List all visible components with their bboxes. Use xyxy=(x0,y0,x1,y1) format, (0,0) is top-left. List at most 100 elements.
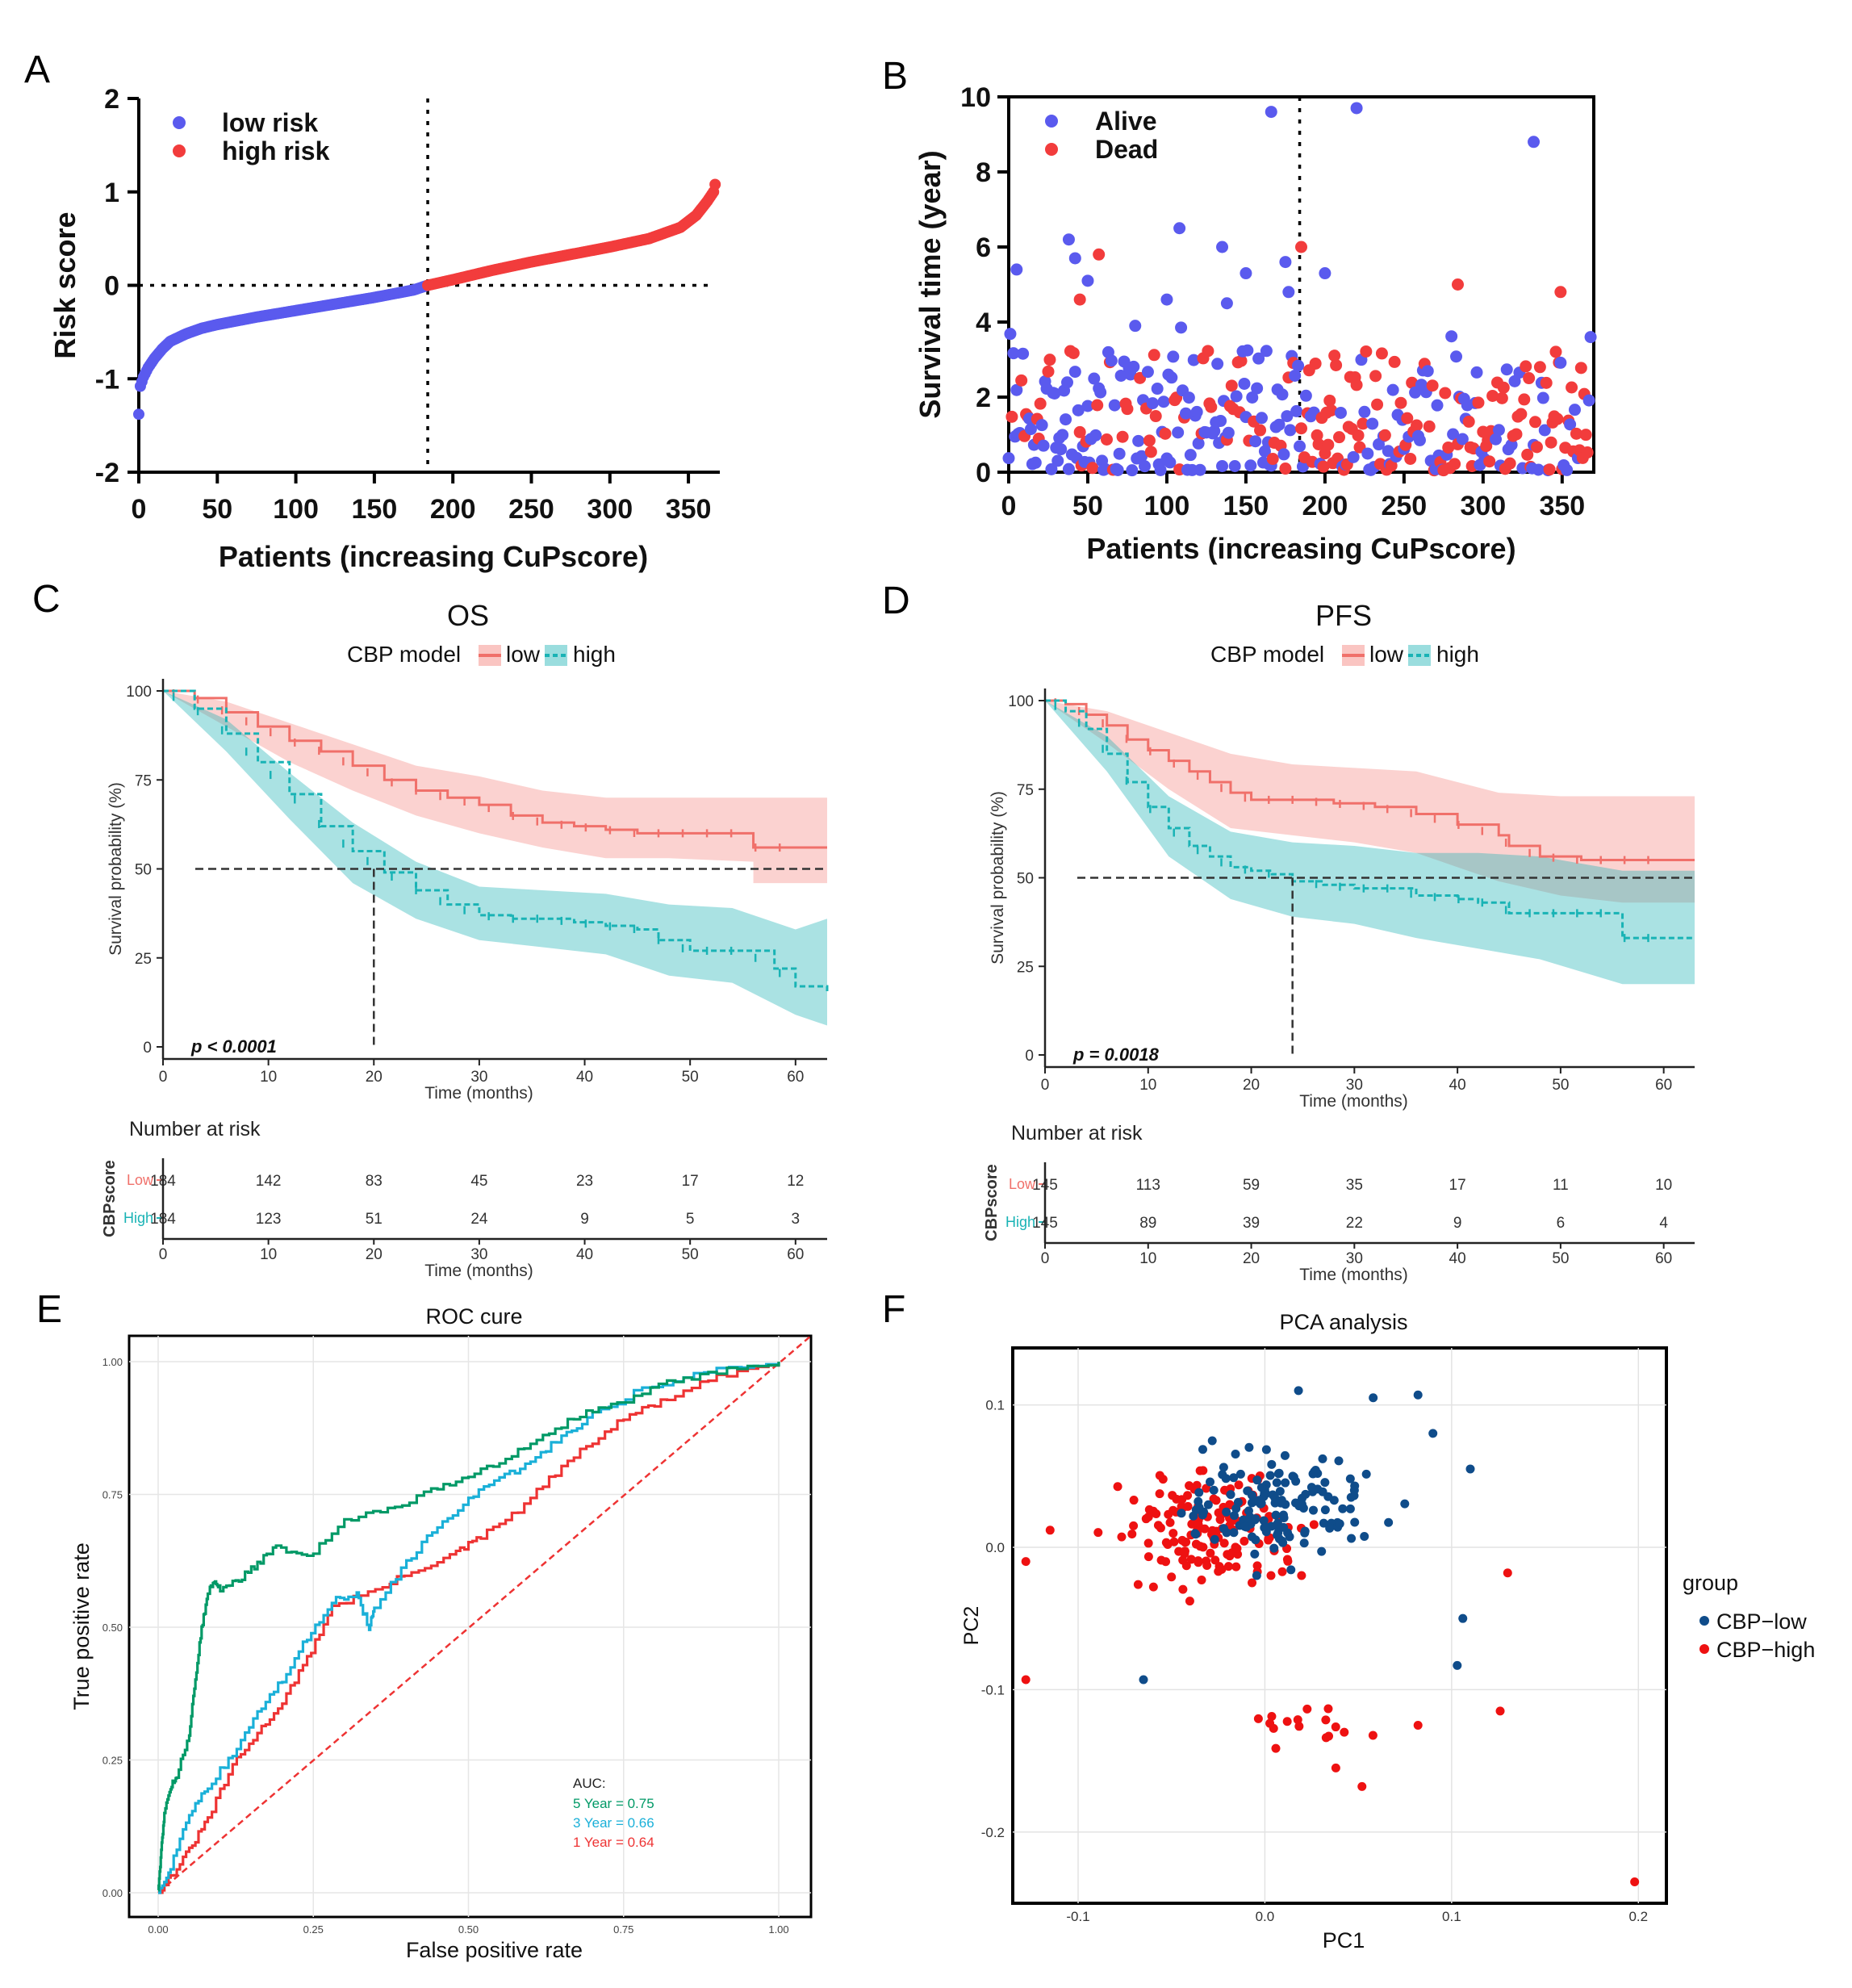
f-point xyxy=(1329,1496,1339,1505)
b-point xyxy=(1111,463,1124,476)
f-point xyxy=(1458,1613,1468,1623)
f-point xyxy=(1340,1727,1349,1737)
f-point xyxy=(1271,1743,1281,1753)
b-point xyxy=(1442,441,1455,454)
b-point xyxy=(1154,463,1167,476)
b-point xyxy=(1068,252,1081,265)
b-point xyxy=(1148,349,1160,362)
d-risk-count: 10 xyxy=(1655,1177,1672,1194)
d-ytick-label: 75 xyxy=(1017,782,1034,799)
b-point xyxy=(1190,405,1203,418)
b-point xyxy=(1451,278,1464,291)
c-legend-high-label: high xyxy=(573,642,616,667)
d-xtick-label: 0 xyxy=(1041,1077,1050,1094)
f-point xyxy=(1331,1722,1340,1732)
d-risk-count: 11 xyxy=(1553,1177,1569,1194)
b-point xyxy=(1017,347,1030,360)
d-km-line-low xyxy=(1045,699,1695,862)
b-point xyxy=(1251,382,1264,395)
f-point xyxy=(1321,1715,1331,1725)
b-point xyxy=(1505,438,1518,451)
d-legend-low-label: low xyxy=(1369,642,1404,667)
f-point xyxy=(1368,1731,1378,1740)
a-legend-high-label: high risk xyxy=(222,136,330,165)
c-risk-count: 142 xyxy=(256,1173,282,1190)
c-risk-row-label: Low xyxy=(127,1172,154,1188)
b-point xyxy=(1105,354,1118,367)
b-point xyxy=(1574,362,1587,375)
c-ytick-label: 100 xyxy=(126,684,152,701)
b-point xyxy=(1051,454,1064,467)
c-risk-count: 51 xyxy=(366,1211,383,1228)
f-point xyxy=(1286,1565,1296,1575)
d-risk-count: 89 xyxy=(1139,1215,1156,1232)
b-point xyxy=(1179,407,1192,420)
b-point xyxy=(1581,446,1594,459)
d-km-line-high xyxy=(1045,699,1695,940)
f-point xyxy=(1280,1450,1290,1460)
f-point xyxy=(1277,1496,1286,1505)
f-point xyxy=(1226,1490,1235,1500)
f-point xyxy=(1299,1538,1309,1548)
f-point xyxy=(1453,1660,1462,1670)
f-point xyxy=(1349,1491,1359,1500)
e-title: ROC cure xyxy=(425,1304,522,1329)
c-risk-count: 3 xyxy=(792,1211,801,1228)
b-point xyxy=(1164,456,1177,469)
a-xtick-label: 250 xyxy=(508,494,554,525)
f-ytick-label: 0.0 xyxy=(985,1540,1005,1555)
b-point xyxy=(1333,431,1346,444)
b-point xyxy=(1554,356,1567,369)
a-xtick-label: 350 xyxy=(666,494,712,525)
c-pvalue: p < 0.0001 xyxy=(190,1036,277,1057)
b-xtick-label: 350 xyxy=(1539,491,1585,521)
f-point xyxy=(1308,1469,1318,1479)
d-xtick-label: 10 xyxy=(1139,1077,1156,1094)
f-point xyxy=(1262,1522,1272,1532)
d-ytick-label: 100 xyxy=(1008,693,1034,710)
f-point xyxy=(1129,1496,1139,1505)
b-xtick-label: 300 xyxy=(1460,491,1506,521)
f-point xyxy=(1168,1529,1178,1538)
f-point xyxy=(1273,1518,1282,1528)
d-risk-xtick-label: 40 xyxy=(1449,1250,1466,1267)
b-point xyxy=(1490,433,1503,446)
f-point xyxy=(1244,1506,1253,1516)
f-point xyxy=(1148,1582,1158,1592)
f-point xyxy=(1252,1561,1262,1571)
b-point xyxy=(1173,222,1186,235)
b-point xyxy=(1295,422,1307,435)
a-x-axis-label: Patients (increasing CuPscore) xyxy=(219,540,648,573)
e-ytick-label: 1.00 xyxy=(102,1356,123,1368)
f-point xyxy=(1319,1518,1328,1528)
b-point xyxy=(1029,456,1042,469)
b-point xyxy=(1328,349,1341,362)
b-point xyxy=(1088,372,1101,385)
b-point xyxy=(1113,447,1126,460)
a-y-axis-label: Risk score xyxy=(48,211,82,358)
f-point xyxy=(1282,1555,1292,1564)
c-xtick-label: 60 xyxy=(787,1069,804,1086)
f-point xyxy=(1234,1480,1244,1490)
f-point xyxy=(1300,1526,1310,1536)
e-auc-title: AUC: xyxy=(573,1776,606,1791)
b-point xyxy=(1081,400,1094,412)
f-legend-high-label: CBP−high xyxy=(1716,1638,1815,1662)
f-point xyxy=(1248,1578,1257,1588)
f-point xyxy=(1210,1534,1219,1544)
f-point xyxy=(1345,1504,1355,1513)
b-point xyxy=(1005,410,1018,423)
f-xtick-label: -0.1 xyxy=(1066,1909,1089,1924)
c-ytick-label: 25 xyxy=(135,951,152,968)
f-point xyxy=(1174,1546,1184,1556)
f-point xyxy=(1271,1510,1281,1520)
f-point xyxy=(1283,1528,1293,1538)
c-ytick-label: 50 xyxy=(135,862,152,879)
b-point xyxy=(1043,354,1056,366)
a-ytick-label: -2 xyxy=(95,458,119,488)
b-legend-dead-marker xyxy=(1045,143,1058,156)
c-risk-count: 5 xyxy=(686,1211,695,1228)
b-y-axis-label: Survival time (year) xyxy=(913,150,947,418)
b-x-axis-label: Patients (increasing CuPscore) xyxy=(1086,532,1515,565)
f-point xyxy=(1127,1530,1137,1539)
